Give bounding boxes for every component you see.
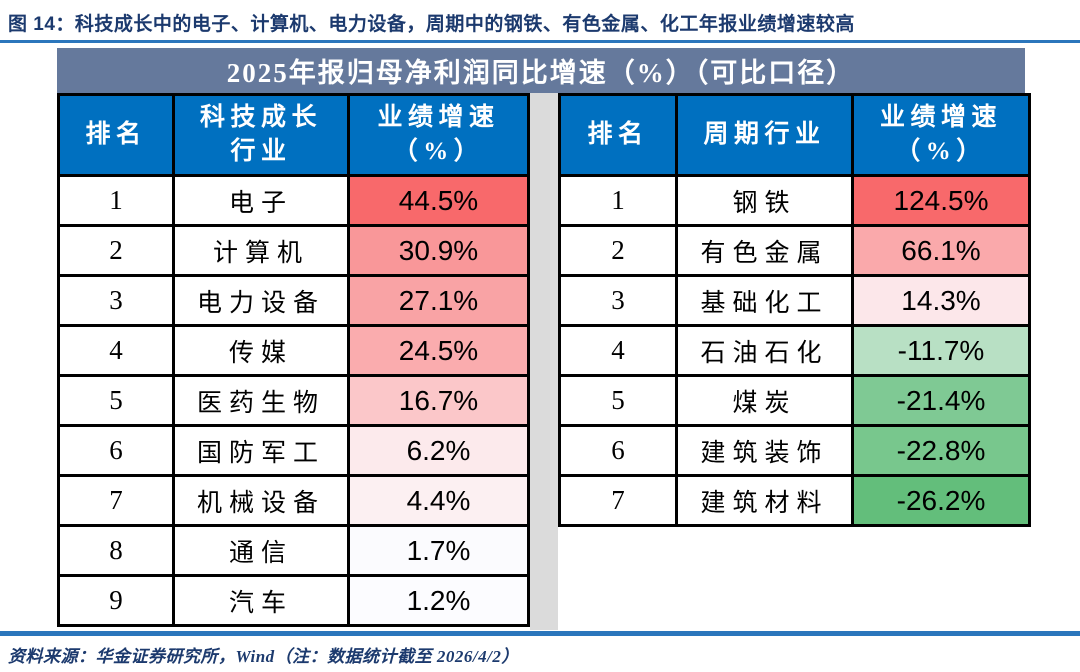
industry-cell: 传媒 [172, 324, 350, 377]
growth-value-cell: 1.2% [347, 574, 530, 627]
source-note: 资料来源：华金证券研究所，Wind（注：数据统计截至 2026/4/2） [8, 647, 519, 666]
figure-caption: 图 14：科技成长中的电子、计算机、电力设备，周期中的钢铁、有色金属、化工年报业… [8, 14, 855, 35]
table-gap-strip [530, 93, 558, 630]
table-row: 9 汽车 1.2% [57, 574, 530, 627]
table-row: 3 电力设备 27.1% [57, 274, 530, 327]
table-row: 8 通信 1.7% [57, 524, 530, 577]
industry-cell: 基础化工 [675, 274, 854, 327]
rank-cell: 1 [558, 174, 678, 227]
growth-value-cell: 1.7% [347, 524, 530, 577]
table-row: 7 建筑材料 -26.2% [558, 474, 1031, 527]
industry-cell: 有色金属 [675, 224, 854, 277]
industry-cell: 通信 [172, 524, 350, 577]
rank-cell: 4 [558, 324, 678, 377]
rank-cell: 7 [558, 474, 678, 527]
growth-value-cell: -21.4% [851, 374, 1031, 427]
growth-value-cell: -22.8% [851, 424, 1031, 477]
growth-value-cell: 14.3% [851, 274, 1031, 327]
cyclical-industry-header: 周期行业 [675, 93, 854, 177]
industry-cell: 钢铁 [675, 174, 854, 227]
growth-value-cell: 6.2% [347, 424, 530, 477]
header-row: 排名 周期行业 业绩增速 （%） [558, 93, 1031, 177]
table-row: 4 石油石化 -11.7% [558, 324, 1031, 377]
industry-cell: 机械设备 [172, 474, 350, 527]
rank-cell: 8 [57, 524, 175, 577]
industry-cell: 石油石化 [675, 324, 854, 377]
tech-industry-header: 科技成长 行业 [172, 93, 350, 177]
rank-header: 排名 [558, 93, 678, 177]
rank-cell: 3 [558, 274, 678, 327]
table-row: 1 电子 44.5% [57, 174, 530, 227]
table-row: 2 计算机 30.9% [57, 224, 530, 277]
table-row: 5 煤炭 -21.4% [558, 374, 1031, 427]
growth-header: 业绩增速 （%） [851, 93, 1031, 177]
rank-cell: 2 [558, 224, 678, 277]
rank-cell: 4 [57, 324, 175, 377]
table-row: 6 建筑装饰 -22.8% [558, 424, 1031, 477]
rank-cell: 1 [57, 174, 175, 227]
rank-cell: 7 [57, 474, 175, 527]
industry-cell: 电子 [172, 174, 350, 227]
industry-cell: 医药生物 [172, 374, 350, 427]
growth-value-cell: 44.5% [347, 174, 530, 227]
cyclical-table: 排名 周期行业 业绩增速 （%） 1 钢铁 124.5% 2 有色金属 66.1… [558, 93, 1031, 527]
growth-value-cell: 4.4% [347, 474, 530, 527]
industry-cell: 汽车 [172, 574, 350, 627]
growth-value-cell: 27.1% [347, 274, 530, 327]
table-title-banner: 2025年报归母净利润同比增速（%）（可比口径） [57, 48, 1025, 93]
tables-container: 排名 科技成长 行业 业绩增速 （%） 1 电子 44.5% 2 计算机 30.… [57, 93, 1031, 630]
growth-value-cell: 16.7% [347, 374, 530, 427]
header-row: 排名 科技成长 行业 业绩增速 （%） [57, 93, 530, 177]
growth-value-cell: -11.7% [851, 324, 1031, 377]
table-row: 3 基础化工 14.3% [558, 274, 1031, 327]
rank-cell: 6 [558, 424, 678, 477]
rank-cell: 5 [558, 374, 678, 427]
growth-value-cell: 24.5% [347, 324, 530, 377]
rank-cell: 9 [57, 574, 175, 627]
table-row: 6 国防军工 6.2% [57, 424, 530, 477]
growth-value-cell: -26.2% [851, 474, 1031, 527]
table-row: 5 医药生物 16.7% [57, 374, 530, 427]
rank-cell: 5 [57, 374, 175, 427]
rank-header: 排名 [57, 93, 175, 177]
table-row: 2 有色金属 66.1% [558, 224, 1031, 277]
industry-cell: 建筑装饰 [675, 424, 854, 477]
industry-cell: 煤炭 [675, 374, 854, 427]
table-row: 4 传媒 24.5% [57, 324, 530, 377]
rank-cell: 2 [57, 224, 175, 277]
table-title: 2025年报归母净利润同比增速（%）（可比口径） [226, 58, 856, 88]
tech-growth-table: 排名 科技成长 行业 业绩增速 （%） 1 电子 44.5% 2 计算机 30.… [57, 93, 530, 627]
top-rule-divider [0, 40, 1080, 43]
table-row: 1 钢铁 124.5% [558, 174, 1031, 227]
industry-cell: 电力设备 [172, 274, 350, 327]
growth-value-cell: 30.9% [347, 224, 530, 277]
bottom-rule-divider [0, 631, 1080, 636]
rank-cell: 3 [57, 274, 175, 327]
growth-header: 业绩增速 （%） [347, 93, 530, 177]
growth-value-cell: 66.1% [851, 224, 1031, 277]
table-row: 7 机械设备 4.4% [57, 474, 530, 527]
industry-cell: 计算机 [172, 224, 350, 277]
industry-cell: 国防军工 [172, 424, 350, 477]
industry-cell: 建筑材料 [675, 474, 854, 527]
growth-value-cell: 124.5% [851, 174, 1031, 227]
rank-cell: 6 [57, 424, 175, 477]
